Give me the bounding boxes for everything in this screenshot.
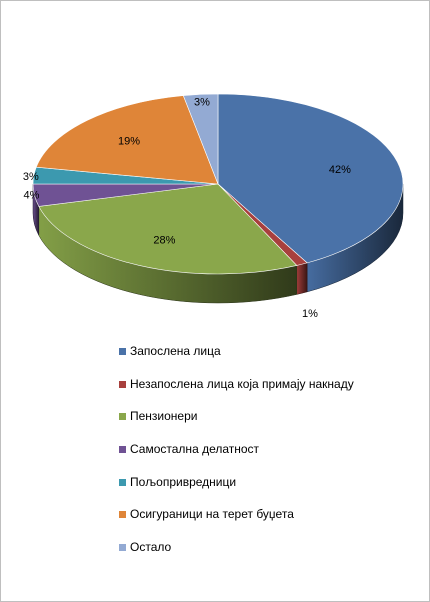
pie-data-label: 42%	[329, 164, 351, 176]
legend-label: Осигураници на терет буџета	[130, 507, 294, 521]
legend-swatch	[119, 381, 126, 388]
legend-item: Осигураници на терет буџета	[119, 507, 419, 522]
legend-swatch	[119, 413, 126, 420]
pie-data-label: 1%	[302, 308, 318, 320]
legend-swatch	[119, 511, 126, 518]
legend-label: Остало	[130, 540, 172, 554]
pie-data-labels: 42% 1% 28% 4% 3% 19% 3%	[23, 97, 351, 321]
legend-label: Самостална делатност	[130, 442, 260, 456]
legend-item: Самостална делатност	[119, 442, 419, 457]
legend-item: Пензионери	[119, 409, 419, 424]
pie-slice-0	[217, 93, 404, 264]
legend-label: Пензионери	[130, 409, 198, 423]
legend-swatch	[119, 446, 126, 453]
legend-swatch	[119, 348, 126, 355]
legend-label: Пољопривредници	[130, 475, 237, 489]
pie-side-1	[296, 262, 308, 295]
legend-label: Незапослена лица која примају накнаду	[130, 377, 354, 391]
pie-data-label: 3%	[194, 97, 210, 109]
legend-swatch	[119, 479, 126, 486]
pie-data-label: 3%	[23, 171, 39, 183]
pie-data-label: 19%	[118, 136, 140, 148]
legend-item: Незапослена лица која примају накнаду	[119, 377, 419, 392]
pie-slice-6	[182, 93, 219, 185]
legend-item: Остало	[119, 540, 419, 555]
pie-slice-2	[38, 183, 298, 275]
legend-item: Пољопривредници	[119, 475, 419, 490]
legend-label: Запослена лица	[130, 344, 221, 358]
pie-slices	[32, 93, 404, 275]
pie-data-label: 4%	[24, 189, 40, 201]
pie-chart: 42% 1% 28% 4% 3% 19% 3%	[23, 93, 404, 321]
legend-item: Запослена лица	[119, 344, 419, 359]
pie-slice-5	[35, 95, 219, 185]
pie-data-label: 28%	[153, 234, 175, 246]
legend-swatch	[119, 544, 126, 551]
pie-sides	[32, 183, 404, 304]
